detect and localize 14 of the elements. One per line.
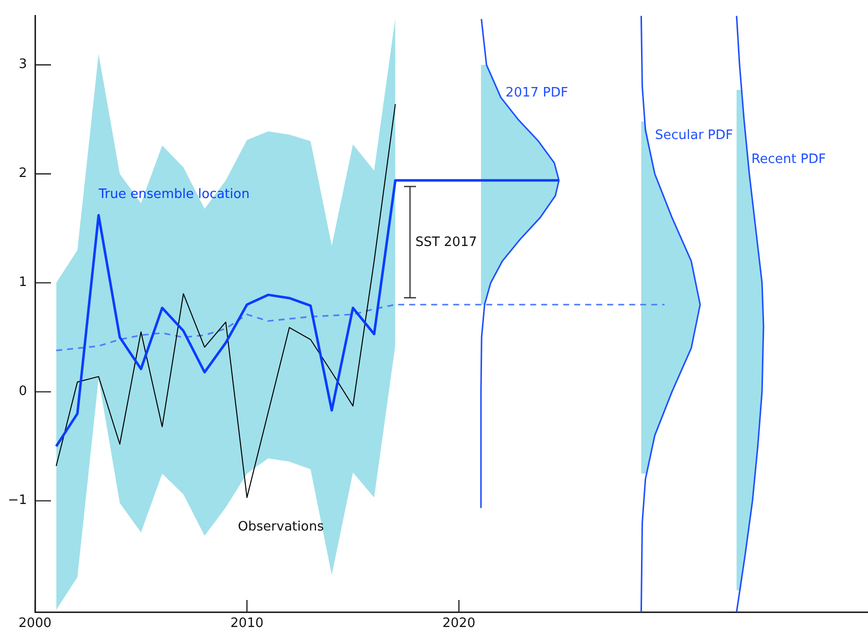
y-tick-label: 2 [18, 166, 27, 182]
y-tick-label: −1 [8, 493, 27, 508]
series-label: 2017 PDF [506, 86, 568, 101]
series-label: Secular PDF [654, 128, 734, 144]
series-label: Observations [238, 519, 324, 534]
annotation: SST 2017 [415, 234, 478, 250]
series-label: Recent PDF [751, 152, 826, 168]
y-tick-label: 0 [18, 384, 27, 400]
y-tick-label: 3 [18, 57, 27, 72]
y-tick-label: 1 [18, 275, 27, 290]
x-tick-label: 2010 [230, 616, 264, 632]
x-tick-label: 2000 [18, 616, 52, 632]
x-tick-label: 2020 [442, 616, 476, 632]
line-series [55, 304, 666, 352]
